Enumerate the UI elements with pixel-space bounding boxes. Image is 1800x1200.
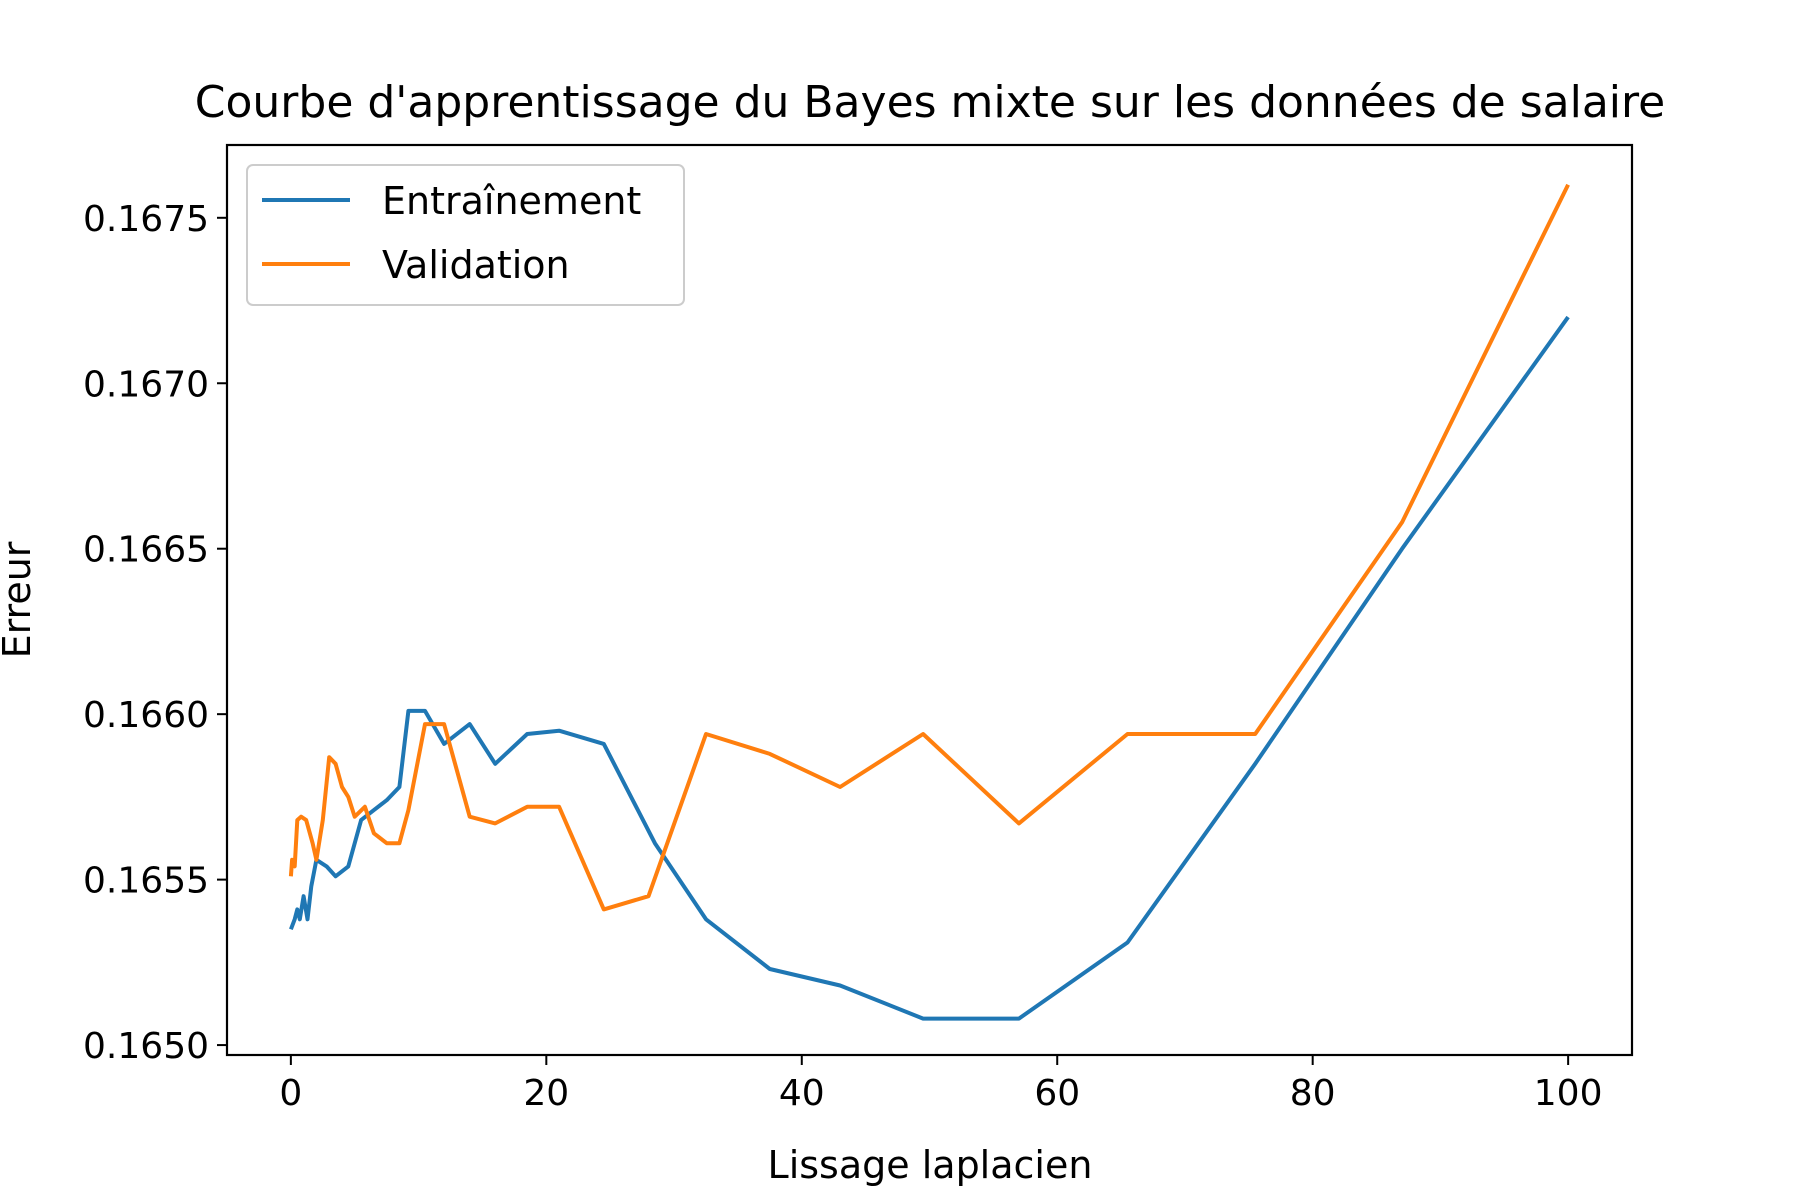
y-tick-label: 0.1670	[83, 364, 209, 405]
y-tick-label: 0.1665	[83, 530, 209, 571]
legend: Entraînement Validation	[246, 164, 685, 306]
series-layer	[288, 183, 1570, 1021]
y-tick-label: 0.1660	[83, 695, 209, 736]
x-tick-label: 40	[779, 1073, 825, 1114]
legend-label-validation: Validation	[382, 243, 570, 287]
y-tick-label: 0.1650	[83, 1026, 209, 1067]
y-tick-label: 0.1675	[83, 199, 209, 240]
x-axis: 0 20 40 60 80 100	[279, 1055, 1602, 1114]
y-axis: 0.1650 0.1655 0.1660 0.1665 0.1670 0.1675	[83, 199, 227, 1067]
legend-box	[246, 164, 685, 306]
y-tick-label: 0.1655	[83, 861, 209, 902]
chart-title: Courbe d'apprentissage du Bayes mixte su…	[195, 77, 1665, 128]
x-tick-label: 0	[279, 1073, 302, 1114]
x-axis-label: Lissage laplacien	[768, 1143, 1093, 1187]
x-tick-label: 60	[1034, 1073, 1080, 1114]
legend-label-entrainement: Entraînement	[382, 179, 641, 223]
x-tick-label: 100	[1534, 1073, 1603, 1114]
plot-frame	[225, 143, 1634, 1057]
y-axis-label: Erreur	[0, 541, 39, 658]
x-tick-label: 80	[1290, 1073, 1336, 1114]
series-line-entrainement	[289, 315, 1570, 1021]
x-tick-label: 20	[523, 1073, 569, 1114]
series-line-validation	[288, 183, 1570, 912]
